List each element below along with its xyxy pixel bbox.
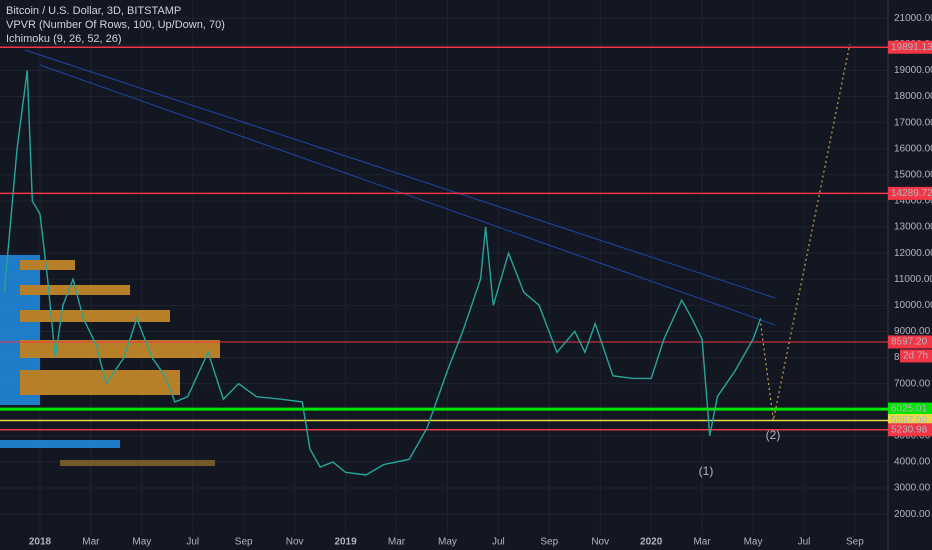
y-tick-label: 14000.00 (894, 196, 932, 207)
y-tick-label: 4000.00 (894, 457, 931, 468)
x-tick-label: 2018 (29, 537, 52, 548)
x-tick-label: Mar (82, 537, 100, 548)
price-line (3, 70, 762, 476)
level-label-box (888, 335, 932, 349)
x-tick-label: 2020 (640, 537, 663, 548)
x-tick-label: Jul (186, 537, 199, 548)
level-label-box (888, 40, 932, 54)
indicator-label: Ichimoku (9, 26, 52, 26) (6, 33, 122, 45)
x-tick-label: Jul (492, 537, 505, 548)
volume-profile (0, 255, 220, 466)
x-tick-label: Sep (235, 537, 253, 548)
x-tick-label: Jul (798, 537, 811, 548)
y-tick-label: 3000.00 (894, 483, 931, 494)
symbol-title: Bitcoin / U.S. Dollar, 3D, BITSTAMP (6, 5, 181, 17)
vp-bar (0, 440, 120, 448)
annotation: (1) (699, 464, 714, 478)
indicator-label: VPVR (Number Of Rows, 100, Up/Down, 70) (6, 19, 225, 31)
trendline (24, 49, 776, 299)
level-label: 19891.13 (891, 42, 932, 53)
level-label: 5587.00 (891, 415, 928, 426)
level-label-box (888, 186, 932, 200)
x-tick-label: Mar (388, 537, 406, 548)
level-label: 14289.72 (891, 188, 932, 199)
trendline (39, 64, 776, 326)
x-tick-label: Sep (846, 537, 864, 548)
y-tick-label: 17000.00 (894, 117, 932, 128)
vp-bar (20, 340, 220, 358)
y-tick-label: 9000.00 (894, 326, 931, 337)
x-tick-label: Mar (693, 537, 711, 548)
y-tick-label: 10000.00 (894, 300, 932, 311)
y-tick-label: 16000.00 (894, 143, 932, 154)
y-tick-label: 21000.00 (894, 13, 932, 24)
countdown: 2d 7h (903, 351, 928, 362)
level-label: 8597.20 (891, 337, 928, 348)
y-tick-label: 12000.00 (894, 248, 932, 259)
y-tick-label: 18000.00 (894, 91, 932, 102)
level-label-box (888, 423, 932, 437)
x-tick-label: May (744, 537, 763, 548)
x-tick-label: Sep (540, 537, 558, 548)
vp-bar (20, 260, 75, 270)
y-tick-label: 13000.00 (894, 222, 932, 233)
vp-bar (60, 460, 215, 466)
y-tick-label: 15000.00 (894, 169, 932, 180)
y-tick-label: 19000.00 (894, 65, 932, 76)
level-label: 5230.98 (891, 424, 928, 435)
x-tick-label: Nov (591, 537, 609, 548)
x-tick-label: Nov (286, 537, 304, 548)
x-tick-label: 2019 (334, 537, 357, 548)
countdown-box (900, 349, 932, 363)
y-tick-label: 11000.00 (894, 274, 932, 285)
x-tick-label: May (438, 537, 457, 548)
x-tick-label: May (132, 537, 151, 548)
vp-bar (20, 310, 170, 322)
vp-bar (20, 370, 180, 395)
y-tick-label: 7000.00 (894, 378, 931, 389)
level-label: 6025.01 (891, 404, 928, 415)
y-tick-label: 2000.00 (894, 509, 931, 520)
annotation: (2) (766, 428, 781, 442)
vp-bar (20, 285, 130, 295)
level-label-box (888, 402, 932, 416)
